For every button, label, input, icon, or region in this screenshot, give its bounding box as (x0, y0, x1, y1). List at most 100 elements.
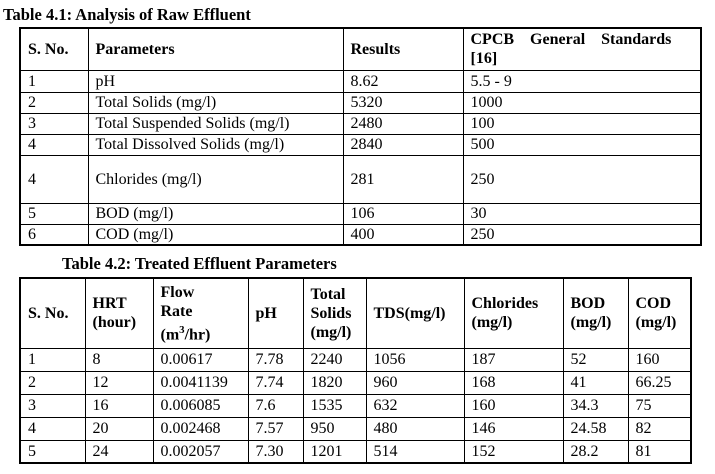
cpcb-header-line1: CPCB General Standards (470, 31, 672, 49)
cell-flow-rate: 0.00617 (152, 347, 249, 372)
table-row: 1 pH 8.62 5.5 - 9 (19, 69, 702, 93)
cell-standard: 1000 (462, 91, 702, 114)
cell-hrt: 12 (84, 370, 154, 395)
cell-sno: 1 (19, 347, 86, 372)
cell-parameter: pH (87, 69, 344, 93)
cell-standard: 5.5 - 9 (462, 69, 702, 93)
table-4-1: S. No. Parameters Results CPCB General S… (19, 27, 702, 246)
header-cell-bod: BOD (mg/l) (562, 277, 629, 349)
table-row: 4 Chlorides (mg/l) 281 250 (19, 154, 702, 204)
total-solids-header-line3: (mg/l) (310, 323, 352, 341)
cell-standard: 250 (462, 154, 702, 204)
flow-rate-unit-exponent: 3 (179, 323, 185, 336)
cell-hrt: 20 (84, 416, 154, 441)
cell-ph: 7.57 (247, 416, 304, 441)
cell-standard: 30 (462, 202, 702, 225)
cell-sno: 1 (19, 69, 89, 93)
flow-rate-header-line3: (m3/hr) (161, 321, 246, 344)
cell-flow-rate: 0.006085 (152, 393, 249, 418)
cell-flow-rate: 0.002057 (152, 439, 249, 464)
cell-chlorides: 187 (463, 347, 564, 372)
flow-rate-unit-open: (m (160, 325, 180, 343)
header-cell-hrt: HRT (hour) (84, 277, 154, 349)
cell-tds: 480 (365, 416, 465, 441)
cell-ph: 7.30 (247, 439, 304, 464)
cell-flow-rate: 0.002468 (152, 416, 249, 441)
table-row: 5 BOD (mg/l) 106 30 (19, 202, 702, 225)
header-cell-tds: TDS(mg/l) (365, 277, 465, 349)
header-cell-cod: COD (mg/l) (627, 277, 692, 349)
cell-standard: 250 (462, 223, 702, 246)
cell-ph: 7.74 (247, 370, 304, 395)
cell-sno: 4 (19, 154, 89, 204)
cell-cod: 75 (627, 393, 692, 418)
cell-standard: 500 (462, 133, 702, 156)
hrt-header-line1: HRT (92, 295, 127, 313)
cpcb-header-line2: [16] (470, 50, 498, 68)
header-cell-ph: pH (247, 277, 304, 349)
total-solids-header-line2: Solids (310, 304, 352, 322)
table-row: 1 8 0.00617 7.78 2240 1056 187 52 160 (19, 347, 692, 372)
cod-header-line1: COD (635, 295, 672, 313)
cell-sno: 5 (19, 202, 89, 225)
cell-sno: 6 (19, 223, 89, 246)
chlorides-header-line2: (mg/l) (471, 314, 513, 332)
cell-total-solids: 1535 (302, 393, 367, 418)
flow-rate-header-line1: Flow (160, 283, 195, 301)
cell-sno: 2 (19, 91, 89, 114)
cell-bod: 34.3 (562, 393, 629, 418)
cell-result: 400 (342, 223, 464, 246)
cell-ph: 7.6 (247, 393, 304, 418)
cell-sno: 3 (19, 112, 89, 135)
cell-cod: 160 (627, 347, 692, 372)
table-row: 6 COD (mg/l) 400 250 (19, 223, 702, 246)
table-row: 2 Total Solids (mg/l) 5320 1000 (19, 91, 702, 114)
table-4-1-header-row: S. No. Parameters Results CPCB General S… (19, 27, 702, 71)
cell-result: 281 (342, 154, 464, 204)
cell-result: 8.62 (342, 69, 464, 93)
cell-parameter: COD (mg/l) (87, 223, 344, 246)
cell-parameter: Total Suspended Solids (mg/l) (87, 112, 344, 135)
cell-result: 106 (342, 202, 464, 225)
chlorides-header-line1: Chlorides (471, 295, 539, 313)
cell-parameter: Chlorides (mg/l) (87, 154, 344, 204)
cell-standard: 100 (462, 112, 702, 135)
cell-chlorides: 152 (463, 439, 564, 464)
cell-parameter: Total Solids (mg/l) (87, 91, 344, 114)
cell-bod: 52 (562, 347, 629, 372)
cell-chlorides: 168 (463, 370, 564, 395)
cell-chlorides: 160 (463, 393, 564, 418)
header-cell-sno: S. No. (19, 27, 89, 71)
cell-bod: 41 (562, 370, 629, 395)
bod-header-line2: (mg/l) (570, 314, 612, 332)
table-4-2-title: Table 4.2: Treated Effluent Parameters (62, 254, 337, 273)
cell-sno: 5 (19, 439, 86, 464)
header-cell-flow-rate: Flow Rate (m3/hr) (152, 277, 249, 349)
header-cell-results: Results (342, 27, 464, 71)
cell-sno: 4 (19, 416, 86, 441)
cell-total-solids: 950 (302, 416, 367, 441)
cell-hrt: 16 (84, 393, 154, 418)
table-row: 2 12 0.0041139 7.74 1820 960 168 41 66.2… (19, 370, 692, 395)
table-4-1-title: Table 4.1: Analysis of Raw Effluent (3, 5, 251, 24)
header-cell-chlorides: Chlorides (mg/l) (463, 277, 564, 349)
header-cell-sno: S. No. (19, 277, 86, 349)
cell-bod: 28.2 (562, 439, 629, 464)
header-cell-total-solids: Total Solids (mg/l) (302, 277, 367, 349)
total-solids-header-line1: Total (310, 285, 346, 303)
cell-result: 2840 (342, 133, 464, 156)
cell-bod: 24.58 (562, 416, 629, 441)
cell-sno: 4 (19, 133, 89, 156)
cell-hrt: 8 (84, 347, 154, 372)
cell-cod: 81 (627, 439, 692, 464)
cell-total-solids: 1820 (302, 370, 367, 395)
cell-tds: 514 (365, 439, 465, 464)
cell-total-solids: 1201 (302, 439, 367, 464)
table-row: 3 Total Suspended Solids (mg/l) 2480 100 (19, 112, 702, 135)
cod-header-line2: (mg/l) (635, 314, 677, 332)
cell-parameter: Total Dissolved Solids (mg/l) (87, 133, 344, 156)
flow-rate-unit-close: /hr) (184, 325, 211, 343)
table-row: 4 Total Dissolved Solids (mg/l) 2840 500 (19, 133, 702, 156)
table-row: 5 24 0.002057 7.30 1201 514 152 28.2 81 (19, 439, 692, 464)
table-row: 3 16 0.006085 7.6 1535 632 160 34.3 75 (19, 393, 692, 418)
